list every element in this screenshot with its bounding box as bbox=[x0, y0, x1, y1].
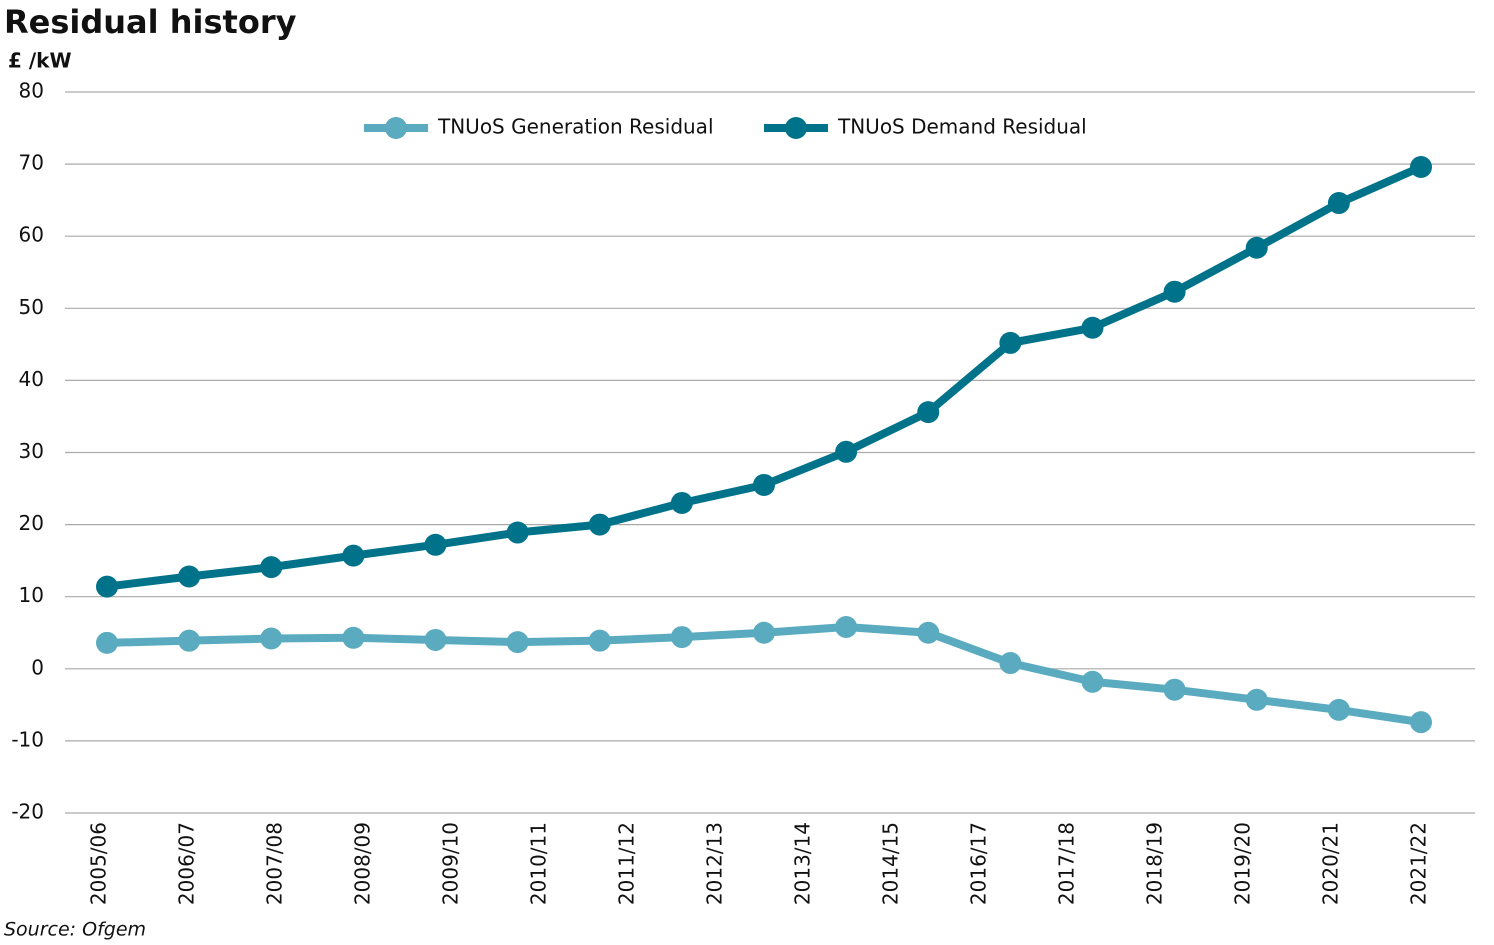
x-tick-label: 2018/19 bbox=[1143, 822, 1167, 905]
series-line bbox=[106, 163, 1423, 591]
data-point bbox=[753, 621, 775, 644]
data-point bbox=[1245, 688, 1268, 711]
legend-marker bbox=[385, 117, 407, 139]
data-point bbox=[96, 575, 118, 598]
x-tick-label: 2010/11 bbox=[527, 822, 551, 905]
x-tick-label: 2014/15 bbox=[879, 822, 903, 905]
y-axis-label: £ /kW bbox=[8, 49, 72, 73]
y-tick-label: 70 bbox=[19, 151, 44, 175]
data-point bbox=[588, 629, 611, 652]
data-point bbox=[178, 565, 201, 588]
source: Source: Ofgem bbox=[4, 919, 146, 941]
y-tick-label: 30 bbox=[19, 439, 44, 463]
x-tick-label: 2006/07 bbox=[175, 822, 199, 905]
data-point bbox=[670, 491, 693, 514]
x-tick-label: 2019/20 bbox=[1231, 822, 1255, 905]
y-tick-label: -10 bbox=[11, 727, 44, 751]
data-point bbox=[342, 626, 365, 649]
data-point bbox=[1410, 711, 1432, 734]
data-point bbox=[1081, 316, 1104, 339]
data-point bbox=[424, 628, 447, 651]
data-point bbox=[260, 556, 283, 579]
data-point bbox=[1327, 698, 1350, 721]
data-point bbox=[1163, 280, 1186, 303]
x-tick-label: 2009/10 bbox=[439, 822, 463, 905]
y-tick-label: 80 bbox=[19, 79, 44, 103]
data-point bbox=[999, 652, 1022, 675]
data-point bbox=[424, 533, 447, 556]
x-tick-label: 2016/17 bbox=[967, 822, 991, 905]
data-point bbox=[1081, 670, 1104, 693]
data-point bbox=[835, 440, 858, 463]
chart-title: Residual history bbox=[4, 3, 297, 41]
data-point bbox=[588, 513, 611, 536]
x-tick-label: 2011/12 bbox=[615, 822, 639, 905]
x-tick-label: 2013/14 bbox=[791, 822, 815, 905]
data-point bbox=[999, 331, 1022, 354]
y-tick-label: 50 bbox=[19, 295, 44, 319]
data-point bbox=[753, 473, 775, 496]
y-tick-label: 60 bbox=[19, 223, 44, 247]
data-point bbox=[1163, 678, 1186, 701]
data-point bbox=[342, 544, 365, 567]
y-tick-label: 20 bbox=[19, 511, 44, 535]
y-tick-label: 0 bbox=[31, 655, 44, 679]
data-point bbox=[670, 626, 693, 649]
legend-label: TNUoS Generation Residual bbox=[437, 115, 714, 139]
x-tick-label: 2012/13 bbox=[703, 822, 727, 905]
x-tick-label: 2017/18 bbox=[1055, 822, 1079, 905]
data-point bbox=[1327, 192, 1350, 215]
data-point bbox=[1245, 236, 1268, 259]
x-tick-label: 2007/08 bbox=[263, 822, 287, 905]
legend-marker bbox=[785, 117, 807, 139]
y-tick-label: 10 bbox=[19, 583, 44, 607]
data-point bbox=[96, 631, 118, 654]
data-point bbox=[835, 615, 858, 638]
y-tick-label: 40 bbox=[19, 367, 44, 391]
data-point bbox=[506, 631, 529, 654]
x-tick-label: 2020/21 bbox=[1319, 822, 1343, 905]
data-point bbox=[1410, 155, 1432, 178]
x-tick-label: 2005/06 bbox=[87, 822, 111, 905]
data-point bbox=[506, 521, 529, 544]
x-tick-label: 2021/22 bbox=[1407, 822, 1431, 905]
x-tick-label: 2008/09 bbox=[351, 822, 375, 905]
data-point bbox=[260, 627, 283, 650]
data-point bbox=[917, 401, 940, 424]
data-point bbox=[917, 621, 940, 644]
y-tick-label: -20 bbox=[11, 800, 44, 824]
legend-label: TNUoS Demand Residual bbox=[837, 115, 1087, 139]
data-point bbox=[178, 629, 201, 652]
